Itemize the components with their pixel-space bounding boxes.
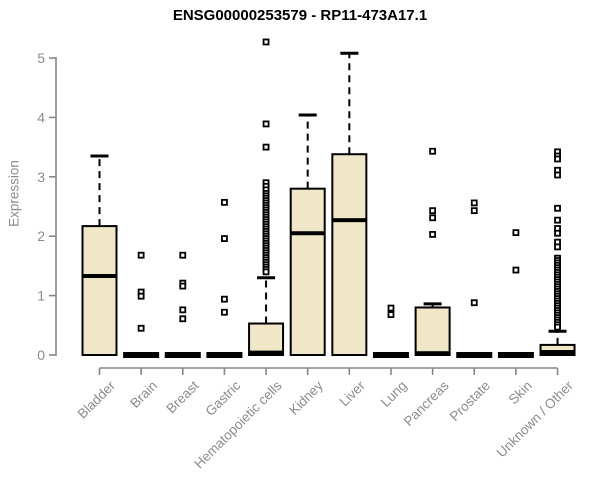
outlier-point xyxy=(137,251,145,259)
outlier-point xyxy=(554,171,561,179)
box-hematopoietic-cells xyxy=(248,322,285,357)
outlier-point xyxy=(387,304,395,312)
outlier-point xyxy=(554,323,561,331)
box-skin-collapsed xyxy=(497,352,534,358)
outlier-point xyxy=(262,38,270,46)
outlier-point xyxy=(137,292,145,300)
outlier-point xyxy=(179,282,187,290)
y-tick-label: 4 xyxy=(37,109,45,125)
box-pancreas xyxy=(414,306,451,357)
outlier-point xyxy=(179,251,187,259)
outlier-point xyxy=(429,147,437,155)
y-tick-label: 3 xyxy=(37,169,45,185)
box-brain-collapsed xyxy=(123,352,160,358)
outlier-point xyxy=(262,120,270,128)
box-breast-collapsed xyxy=(164,352,201,358)
outlier-point xyxy=(221,235,228,242)
outlier-point xyxy=(429,214,437,222)
box-bladder xyxy=(81,225,118,356)
outlier-point xyxy=(554,243,561,251)
outlier-point xyxy=(554,216,561,224)
outlier-point xyxy=(470,299,478,307)
median-hematopoietic-cells xyxy=(249,350,284,355)
median-liver xyxy=(332,218,367,223)
outlier-point xyxy=(470,207,478,215)
median-pancreas xyxy=(415,351,450,356)
outlier-point xyxy=(221,308,228,316)
outlier-point xyxy=(554,204,561,212)
outlier-point xyxy=(137,324,145,332)
y-tick-label: 0 xyxy=(37,347,45,363)
box-lung-collapsed xyxy=(372,352,409,358)
outlier-point xyxy=(554,155,561,163)
y-tick-label: 5 xyxy=(37,50,45,66)
outlier-point xyxy=(512,229,520,237)
outlier-point xyxy=(221,198,228,206)
median-kidney xyxy=(290,231,325,236)
outlier-point xyxy=(179,315,187,323)
outlier-point xyxy=(512,266,520,274)
chart-title: ENSG00000253579 - RP11-473A17.1 xyxy=(172,7,428,24)
outlier-point xyxy=(554,229,561,237)
outlier-point xyxy=(429,207,437,215)
outlier-point xyxy=(429,231,437,238)
y-tick-label: 1 xyxy=(37,288,45,304)
box-prostate-collapsed xyxy=(456,352,493,358)
median-unknown-other xyxy=(540,350,575,355)
outlier-point xyxy=(262,143,270,151)
outlier-point xyxy=(262,268,270,276)
outlier-point xyxy=(221,295,228,303)
y-tick-label: 2 xyxy=(37,228,45,244)
box-kidney xyxy=(289,187,326,356)
box-liver xyxy=(331,153,368,356)
outlier-point xyxy=(387,311,395,319)
median-bladder xyxy=(82,273,117,278)
outlier-point xyxy=(179,306,187,314)
outlier-point xyxy=(470,199,478,207)
box-unknown-other xyxy=(539,343,576,357)
box-gastric-collapsed xyxy=(206,352,243,358)
